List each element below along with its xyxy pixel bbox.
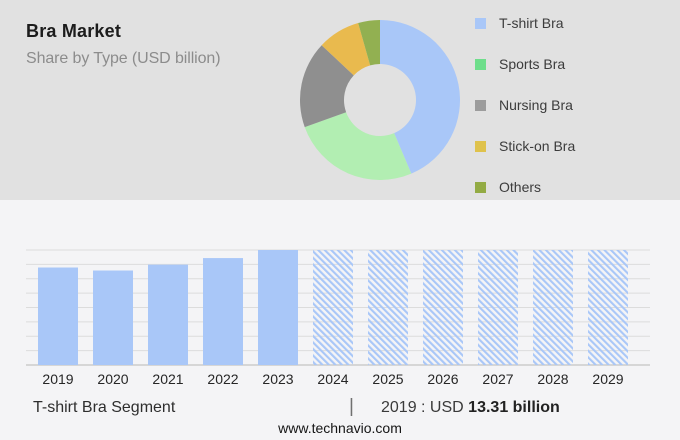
website-text: www.technavio.com xyxy=(278,420,402,436)
year-label-2029: 2029 xyxy=(592,371,623,387)
value-callout: 2019 : USD 13.31 billion xyxy=(381,399,560,417)
bar-2023 xyxy=(258,250,298,365)
legend-item-stick-on-bra: Stick-on Bra xyxy=(475,138,576,154)
bar-2025-forecast xyxy=(368,250,408,365)
callout-prefix: 2019 : USD xyxy=(381,399,464,416)
legend-item-tshirt-bra: T-shirt Bra xyxy=(475,15,575,31)
legend-label: Stick-on Bra xyxy=(499,138,576,154)
page-title: Bra Market xyxy=(26,21,122,41)
legend-label: Others xyxy=(499,179,542,195)
legend-swatch-icon xyxy=(475,99,486,111)
legend-label: T-shirt Bra xyxy=(499,15,564,31)
donut-legend: T-shirt Bra Sports Bra Nursing Bra Stick… xyxy=(475,15,576,195)
donut-slice-2 xyxy=(300,45,354,128)
legend-swatch-icon xyxy=(475,140,486,152)
legend-swatch-icon xyxy=(475,17,486,29)
callout-value: 13.31 billion xyxy=(468,399,560,416)
donut-slice-3 xyxy=(321,23,371,76)
bar-2028-forecast xyxy=(533,250,573,365)
legend-item-sports-bra: Sports Bra xyxy=(475,56,575,72)
legend-item-others: Others xyxy=(475,179,575,195)
year-label-2028: 2028 xyxy=(537,371,568,387)
segment-label: T-shirt Bra Segment xyxy=(33,399,176,416)
legend-label: Sports Bra xyxy=(499,56,566,72)
bar-2027-forecast xyxy=(478,250,518,365)
year-label-2022: 2022 xyxy=(207,371,238,387)
bar-2024-forecast xyxy=(313,250,353,365)
bar-chart: 2019 2020 2021 2022 2023 2024 2025 2026 2027 2028… xyxy=(26,249,650,387)
donut-chart xyxy=(300,20,460,180)
legend-swatch-icon xyxy=(475,181,486,193)
legend-item-nursing-bra: Nursing Bra xyxy=(475,97,575,113)
legend-swatch-icon xyxy=(475,58,486,70)
bar-2019 xyxy=(38,267,78,365)
donut-slice-0 xyxy=(380,20,460,174)
legend-label: Nursing Bra xyxy=(499,97,573,113)
bar-2022 xyxy=(203,258,243,365)
year-label-2020: 2020 xyxy=(97,371,128,387)
year-label-2021: 2021 xyxy=(152,371,183,387)
header-panel: Bra Market Share by Type (USD billion) T… xyxy=(0,0,680,200)
year-label-2027: 2027 xyxy=(482,371,513,387)
donut-slice-1 xyxy=(304,112,412,180)
bar-2026-forecast xyxy=(423,250,463,365)
donut-slice-4 xyxy=(358,20,380,66)
year-label-2026: 2026 xyxy=(427,371,458,387)
year-label-2019: 2019 xyxy=(42,371,73,387)
year-label-2024: 2024 xyxy=(317,371,348,387)
footer-separator: | xyxy=(349,396,354,417)
bar-2020 xyxy=(93,270,133,365)
page-subtitle: Share by Type (USD billion) xyxy=(26,50,221,67)
bar-2029-forecast xyxy=(588,250,628,365)
year-label-2023: 2023 xyxy=(262,371,293,387)
bar-2021 xyxy=(148,264,188,365)
year-label-2025: 2025 xyxy=(372,371,403,387)
